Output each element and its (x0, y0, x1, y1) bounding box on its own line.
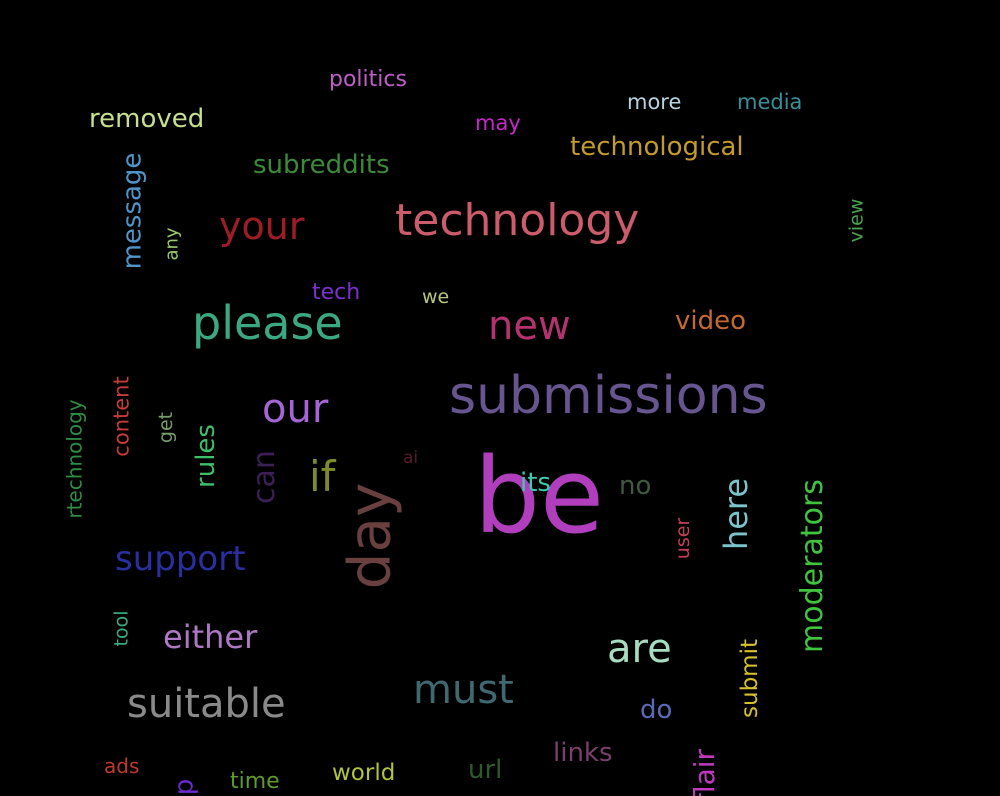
word-removed: removed (89, 104, 205, 134)
word-are: are (607, 626, 672, 672)
word-be: be (474, 435, 604, 557)
word-may: may (475, 111, 521, 135)
word-content: content (109, 376, 134, 457)
word-subreddits: subreddits (253, 150, 390, 180)
word-any: any (161, 227, 183, 261)
word-can: can (246, 450, 282, 504)
word-world: world (332, 760, 396, 786)
word-no: no (619, 471, 652, 501)
word-our: our (262, 386, 329, 432)
word-url: url (468, 755, 503, 785)
word-more: more (627, 90, 682, 114)
word-rules: rules (190, 424, 221, 488)
word-technology: technology (395, 195, 640, 246)
word-politics: politics (329, 67, 407, 92)
word-tool: tool (110, 610, 133, 647)
word-rtechnology: rtechnology (62, 399, 87, 519)
word-your: your (219, 204, 305, 248)
word-submit: submit (736, 639, 763, 718)
word-we: we (422, 286, 450, 308)
word-support: support (115, 539, 246, 579)
word-day: day (335, 482, 404, 590)
word-ai: ai (403, 448, 419, 468)
word-p: p (169, 778, 200, 796)
word-suitable: suitable (127, 681, 286, 727)
word-do: do (640, 695, 673, 725)
word-video: video (675, 306, 747, 336)
word-media: media (737, 90, 803, 114)
word-its: its (520, 468, 551, 498)
word-view: view (845, 198, 868, 243)
word-here: here (717, 477, 756, 551)
word-submissions: submissions (449, 366, 768, 426)
word-if: if (309, 452, 336, 501)
word-message: message (117, 152, 148, 270)
word-links: links (553, 738, 613, 768)
word-please: please (192, 296, 343, 350)
word-either: either (163, 618, 258, 656)
word-get: get (155, 411, 178, 444)
word-time: time (230, 769, 280, 794)
word-flair: flair (688, 748, 722, 796)
word-ads: ads (104, 754, 140, 778)
word-user: user (672, 517, 695, 560)
word-technological: technological (570, 132, 744, 162)
word-new: new (488, 303, 571, 349)
word-moderators: moderators (794, 479, 830, 653)
word-must: must (413, 667, 514, 713)
word-tech: tech (312, 280, 361, 305)
